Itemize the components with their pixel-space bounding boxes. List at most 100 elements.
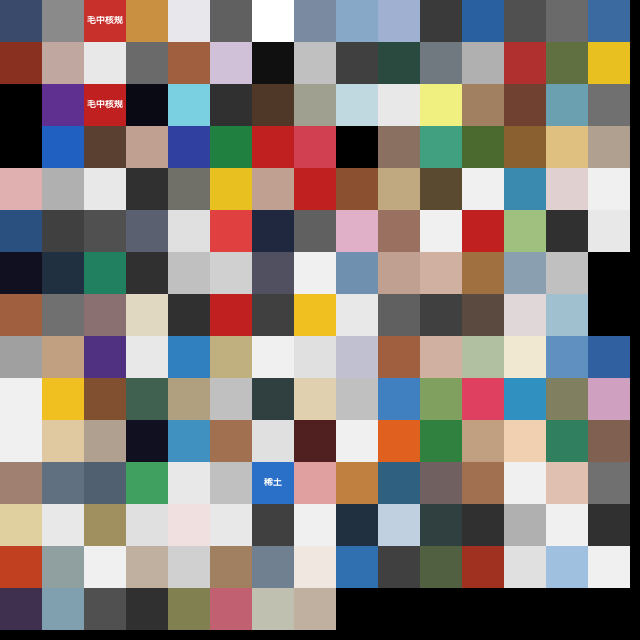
avatar-tile[interactable]: 毛中核规 xyxy=(84,0,126,42)
avatar-tile[interactable] xyxy=(504,252,546,294)
avatar-tile[interactable] xyxy=(252,294,294,336)
avatar-tile[interactable] xyxy=(420,210,462,252)
avatar-tile[interactable] xyxy=(294,336,336,378)
avatar-tile[interactable] xyxy=(588,462,630,504)
avatar-tile[interactable] xyxy=(168,0,210,42)
avatar-tile[interactable] xyxy=(168,546,210,588)
avatar-tile[interactable] xyxy=(126,126,168,168)
avatar-tile[interactable] xyxy=(168,378,210,420)
avatar-tile[interactable] xyxy=(252,378,294,420)
avatar-tile[interactable] xyxy=(126,84,168,126)
avatar-tile[interactable] xyxy=(84,588,126,630)
avatar-tile[interactable] xyxy=(42,126,84,168)
avatar-tile[interactable] xyxy=(210,378,252,420)
avatar-tile[interactable] xyxy=(504,504,546,546)
avatar-tile[interactable] xyxy=(336,84,378,126)
avatar-tile[interactable] xyxy=(378,546,420,588)
avatar-tile[interactable] xyxy=(210,420,252,462)
avatar-tile[interactable] xyxy=(84,294,126,336)
avatar-tile[interactable] xyxy=(462,336,504,378)
avatar-tile[interactable] xyxy=(336,294,378,336)
avatar-tile[interactable] xyxy=(252,546,294,588)
avatar-tile[interactable] xyxy=(462,378,504,420)
avatar-tile[interactable] xyxy=(84,462,126,504)
avatar-tile[interactable] xyxy=(504,210,546,252)
avatar-tile[interactable] xyxy=(168,504,210,546)
avatar-tile[interactable] xyxy=(336,420,378,462)
avatar-tile[interactable] xyxy=(126,210,168,252)
avatar-tile[interactable] xyxy=(504,168,546,210)
avatar-tile[interactable] xyxy=(588,378,630,420)
avatar-tile[interactable] xyxy=(42,0,84,42)
avatar-tile[interactable] xyxy=(210,252,252,294)
avatar-tile[interactable] xyxy=(462,0,504,42)
avatar-tile[interactable] xyxy=(294,252,336,294)
avatar-tile[interactable] xyxy=(294,378,336,420)
avatar-tile[interactable] xyxy=(588,252,630,294)
avatar-tile[interactable] xyxy=(546,420,588,462)
avatar-tile[interactable] xyxy=(126,588,168,630)
avatar-tile[interactable] xyxy=(0,252,42,294)
avatar-tile[interactable] xyxy=(420,126,462,168)
avatar-tile[interactable] xyxy=(42,336,84,378)
avatar-tile[interactable] xyxy=(294,210,336,252)
avatar-tile[interactable] xyxy=(0,84,42,126)
avatar-tile[interactable] xyxy=(588,504,630,546)
avatar-tile[interactable] xyxy=(588,210,630,252)
avatar-tile[interactable] xyxy=(168,588,210,630)
avatar-tile[interactable] xyxy=(84,378,126,420)
avatar-tile[interactable] xyxy=(378,126,420,168)
avatar-tile[interactable] xyxy=(42,84,84,126)
avatar-tile[interactable] xyxy=(84,336,126,378)
avatar-tile[interactable] xyxy=(0,462,42,504)
avatar-tile[interactable] xyxy=(168,294,210,336)
avatar-tile[interactable] xyxy=(420,0,462,42)
avatar-tile[interactable] xyxy=(546,336,588,378)
avatar-tile[interactable] xyxy=(378,210,420,252)
avatar-tile[interactable] xyxy=(378,0,420,42)
avatar-tile[interactable] xyxy=(42,462,84,504)
avatar-tile[interactable] xyxy=(546,42,588,84)
avatar-tile[interactable] xyxy=(336,336,378,378)
avatar-tile[interactable] xyxy=(210,546,252,588)
avatar-tile[interactable] xyxy=(378,42,420,84)
avatar-tile[interactable] xyxy=(210,504,252,546)
avatar-tile[interactable] xyxy=(168,420,210,462)
avatar-tile[interactable] xyxy=(336,42,378,84)
avatar-tile[interactable] xyxy=(42,546,84,588)
avatar-tile[interactable] xyxy=(336,168,378,210)
avatar-tile[interactable] xyxy=(588,84,630,126)
avatar-tile[interactable] xyxy=(294,168,336,210)
avatar-tile[interactable] xyxy=(294,126,336,168)
avatar-tile[interactable] xyxy=(252,420,294,462)
avatar-tile[interactable] xyxy=(546,462,588,504)
avatar-tile[interactable] xyxy=(378,336,420,378)
avatar-tile[interactable] xyxy=(420,168,462,210)
avatar-tile[interactable] xyxy=(168,462,210,504)
avatar-tile[interactable] xyxy=(210,462,252,504)
avatar-tile[interactable] xyxy=(168,252,210,294)
avatar-tile[interactable] xyxy=(210,126,252,168)
avatar-tile[interactable] xyxy=(126,42,168,84)
avatar-tile[interactable] xyxy=(420,378,462,420)
avatar-tile[interactable] xyxy=(252,504,294,546)
avatar-tile[interactable] xyxy=(504,336,546,378)
avatar-tile[interactable] xyxy=(42,210,84,252)
avatar-tile[interactable] xyxy=(168,126,210,168)
avatar-tile[interactable] xyxy=(0,210,42,252)
avatar-tile[interactable] xyxy=(42,168,84,210)
avatar-tile[interactable] xyxy=(462,462,504,504)
avatar-tile[interactable] xyxy=(504,126,546,168)
avatar-tile[interactable] xyxy=(420,462,462,504)
avatar-tile[interactable] xyxy=(378,294,420,336)
avatar-tile[interactable] xyxy=(0,42,42,84)
avatar-tile[interactable] xyxy=(588,420,630,462)
avatar-tile[interactable] xyxy=(462,504,504,546)
avatar-tile[interactable] xyxy=(420,546,462,588)
avatar-tile[interactable] xyxy=(462,168,504,210)
avatar-tile[interactable] xyxy=(546,168,588,210)
avatar-tile[interactable] xyxy=(294,588,336,630)
avatar-tile[interactable] xyxy=(126,420,168,462)
avatar-tile[interactable] xyxy=(168,336,210,378)
avatar-tile[interactable] xyxy=(84,126,126,168)
